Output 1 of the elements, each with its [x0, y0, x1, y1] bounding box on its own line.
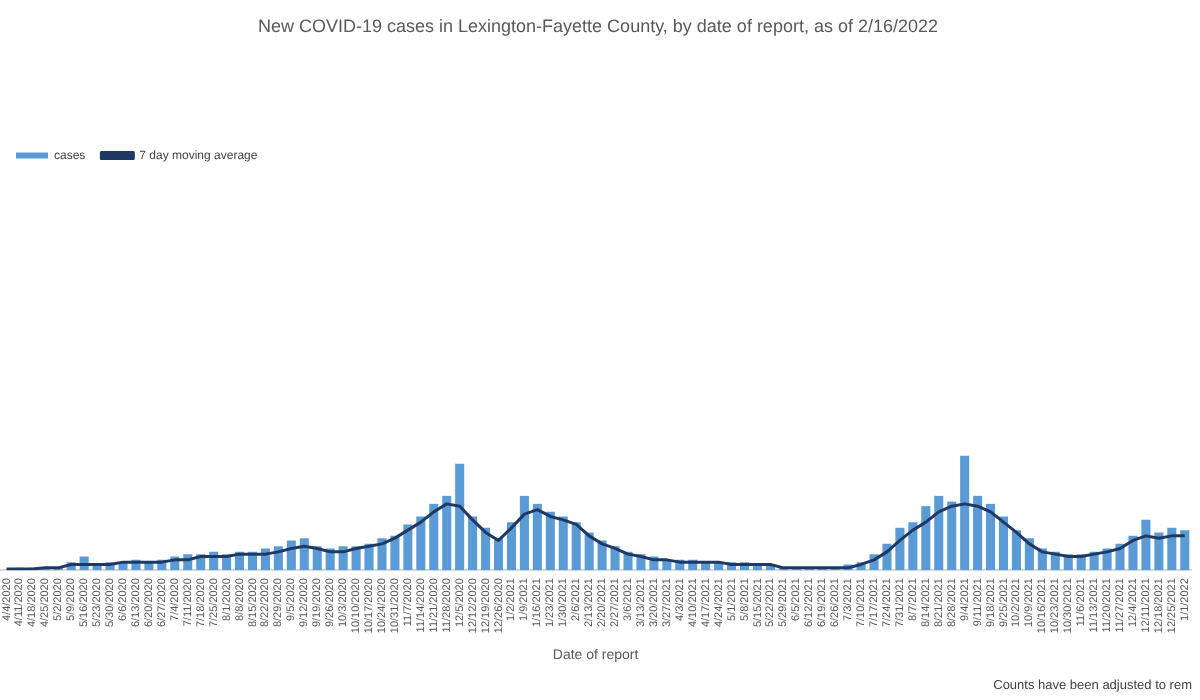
chart-title: New COVID-19 cases in Lexington-Fayette County, by date of report, as of 2/16/2022 — [257, 15, 939, 36]
